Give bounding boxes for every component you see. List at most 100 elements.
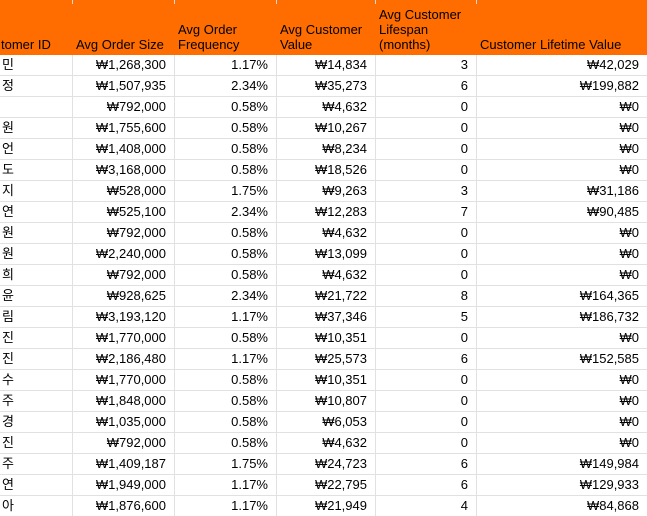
cell-customer-lifetime-value[interactable]: ₩0 — [619, 246, 640, 261]
cell-avg-order-size[interactable]: ₩792,000 — [73, 433, 175, 453]
cell-avg-order-frequency[interactable]: 0.58% — [175, 328, 277, 348]
cell-avg-customer-value[interactable]: ₩18,526 — [277, 160, 376, 180]
cell-customer-id[interactable]: 경 — [0, 412, 73, 432]
cell-customer-lifetime-value[interactable]: ₩84,868 — [586, 498, 639, 513]
cell-customer-id[interactable]: 원 — [0, 223, 73, 243]
cell-customer-lifetime-value[interactable]: ₩90,485 — [586, 204, 639, 219]
cell-customer-lifetime-value[interactable]: ₩0 — [619, 225, 640, 240]
cell-avg-order-frequency[interactable]: 2.34% — [175, 286, 277, 306]
cell-avg-order-size[interactable]: ₩1,408,000 — [73, 139, 175, 159]
cell-avg-order-frequency[interactable]: 0.58% — [175, 160, 277, 180]
cell-customer-id[interactable]: 원 — [0, 244, 73, 264]
cell-customer-lifetime-value[interactable]: ₩0 — [619, 120, 640, 135]
cell-customer-lifetime-value[interactable]: ₩0 — [619, 414, 640, 429]
cell-avg-customer-value[interactable]: ₩9,263 — [277, 181, 376, 201]
cell-avg-order-frequency[interactable]: 1.17% — [175, 496, 277, 516]
cell-avg-order-frequency[interactable]: 0.58% — [175, 412, 277, 432]
column-header-customer-lifetime-value[interactable]: Customer Lifetime Value — [480, 37, 622, 52]
cell-avg-customer-value[interactable]: ₩21,722 — [277, 286, 376, 306]
cell-avg-customer-lifespan[interactable]: 0 — [376, 223, 477, 243]
cell-avg-order-frequency[interactable]: 1.17% — [175, 55, 277, 75]
cell-avg-customer-lifespan[interactable]: 6 — [376, 454, 477, 474]
cell-avg-order-size[interactable]: ₩792,000 — [73, 97, 175, 117]
cell-avg-customer-value[interactable]: ₩10,267 — [277, 118, 376, 138]
cell-customer-id[interactable]: 원 — [0, 118, 73, 138]
cell-customer-id[interactable]: 연 — [0, 475, 73, 495]
cell-customer-id[interactable]: 주 — [0, 454, 73, 474]
cell-avg-order-frequency[interactable]: 2.34% — [175, 76, 277, 96]
cell-avg-customer-lifespan[interactable]: 0 — [376, 118, 477, 138]
cell-avg-customer-lifespan[interactable]: 5 — [376, 307, 477, 327]
cell-avg-order-frequency[interactable]: 1.17% — [175, 307, 277, 327]
cell-customer-lifetime-value[interactable]: ₩152,585 — [579, 351, 639, 366]
cell-avg-order-frequency[interactable]: 0.58% — [175, 433, 277, 453]
cell-customer-id[interactable]: 진 — [0, 349, 73, 369]
cell-customer-id[interactable] — [0, 97, 73, 117]
cell-avg-order-size[interactable]: ₩792,000 — [73, 265, 175, 285]
cell-avg-order-size[interactable]: ₩1,848,000 — [73, 391, 175, 411]
cell-avg-order-size[interactable]: ₩528,000 — [73, 181, 175, 201]
cell-avg-customer-lifespan[interactable]: 7 — [376, 202, 477, 222]
cell-avg-customer-lifespan[interactable]: 0 — [376, 433, 477, 453]
cell-avg-order-size[interactable]: ₩792,000 — [73, 223, 175, 243]
cell-customer-lifetime-value[interactable]: ₩199,882 — [579, 78, 639, 93]
cell-avg-order-size[interactable]: ₩1,949,000 — [73, 475, 175, 495]
cell-avg-order-frequency[interactable]: 0.58% — [175, 223, 277, 243]
column-header-avg-order-frequency[interactable]: Avg Order Frequency — [178, 22, 240, 52]
cell-customer-lifetime-value[interactable]: ₩31,186 — [586, 183, 639, 198]
cell-avg-customer-lifespan[interactable]: 0 — [376, 412, 477, 432]
cell-avg-order-size[interactable]: ₩1,035,000 — [73, 412, 175, 432]
cell-avg-customer-lifespan[interactable]: 6 — [376, 475, 477, 495]
cell-avg-order-size[interactable]: ₩1,770,000 — [73, 328, 175, 348]
cell-avg-order-frequency[interactable]: 0.58% — [175, 244, 277, 264]
cell-avg-customer-lifespan[interactable]: 3 — [376, 181, 477, 201]
cell-avg-customer-lifespan[interactable]: 0 — [376, 370, 477, 390]
cell-avg-customer-value[interactable]: ₩4,632 — [277, 223, 376, 243]
cell-customer-id[interactable]: 아 — [0, 496, 73, 516]
cell-customer-id[interactable]: 정 — [0, 76, 73, 96]
cell-avg-order-size[interactable]: ₩1,755,600 — [73, 118, 175, 138]
column-header-avg-order-size[interactable]: Avg Order Size — [76, 37, 164, 52]
cell-customer-id[interactable]: 진 — [0, 328, 73, 348]
cell-customer-id[interactable]: 언 — [0, 139, 73, 159]
cell-avg-customer-lifespan[interactable]: 8 — [376, 286, 477, 306]
cell-customer-lifetime-value[interactable]: ₩149,984 — [579, 456, 639, 471]
cell-customer-id[interactable]: 진 — [0, 433, 73, 453]
cell-avg-customer-value[interactable]: ₩4,632 — [277, 433, 376, 453]
cell-avg-customer-lifespan[interactable]: 0 — [376, 265, 477, 285]
cell-avg-customer-value[interactable]: ₩12,283 — [277, 202, 376, 222]
cell-avg-customer-value[interactable]: ₩10,351 — [277, 370, 376, 390]
cell-avg-order-size[interactable]: ₩525,100 — [73, 202, 175, 222]
cell-customer-lifetime-value[interactable]: ₩0 — [619, 141, 640, 156]
cell-customer-lifetime-value[interactable]: ₩42,029 — [586, 57, 639, 72]
cell-avg-customer-value[interactable]: ₩25,573 — [277, 349, 376, 369]
cell-avg-order-size[interactable]: ₩928,625 — [73, 286, 175, 306]
cell-avg-order-size[interactable]: ₩1,268,300 — [73, 55, 175, 75]
cell-customer-id[interactable]: 희 — [0, 265, 73, 285]
cell-customer-id[interactable]: 도 — [0, 160, 73, 180]
cell-avg-order-size[interactable]: ₩3,193,120 — [73, 307, 175, 327]
cell-avg-order-size[interactable]: ₩1,507,935 — [73, 76, 175, 96]
cell-customer-id[interactable]: 주 — [0, 391, 73, 411]
cell-customer-lifetime-value[interactable]: ₩0 — [619, 330, 640, 345]
cell-avg-customer-value[interactable]: ₩35,273 — [277, 76, 376, 96]
cell-avg-order-frequency[interactable]: 1.17% — [175, 475, 277, 495]
cell-avg-customer-value[interactable]: ₩8,234 — [277, 139, 376, 159]
cell-avg-customer-value[interactable]: ₩13,099 — [277, 244, 376, 264]
cell-avg-order-size[interactable]: ₩2,186,480 — [73, 349, 175, 369]
cell-avg-order-frequency[interactable]: 1.17% — [175, 349, 277, 369]
cell-avg-customer-lifespan[interactable]: 6 — [376, 76, 477, 96]
cell-avg-customer-value[interactable]: ₩4,632 — [277, 265, 376, 285]
cell-customer-lifetime-value[interactable]: ₩0 — [619, 393, 640, 408]
cell-avg-order-frequency[interactable]: 0.58% — [175, 370, 277, 390]
cell-avg-customer-value[interactable]: ₩22,795 — [277, 475, 376, 495]
cell-customer-lifetime-value[interactable]: ₩0 — [619, 99, 640, 114]
cell-avg-customer-value[interactable]: ₩6,053 — [277, 412, 376, 432]
cell-avg-order-frequency[interactable]: 0.58% — [175, 118, 277, 138]
cell-avg-customer-value[interactable]: ₩4,632 — [277, 97, 376, 117]
cell-avg-order-frequency[interactable]: 0.58% — [175, 391, 277, 411]
column-header-customer-id[interactable]: tomer ID — [1, 37, 51, 52]
cell-avg-customer-lifespan[interactable]: 0 — [376, 97, 477, 117]
cell-customer-id[interactable]: 수 — [0, 370, 73, 390]
cell-avg-order-frequency[interactable]: 2.34% — [175, 202, 277, 222]
